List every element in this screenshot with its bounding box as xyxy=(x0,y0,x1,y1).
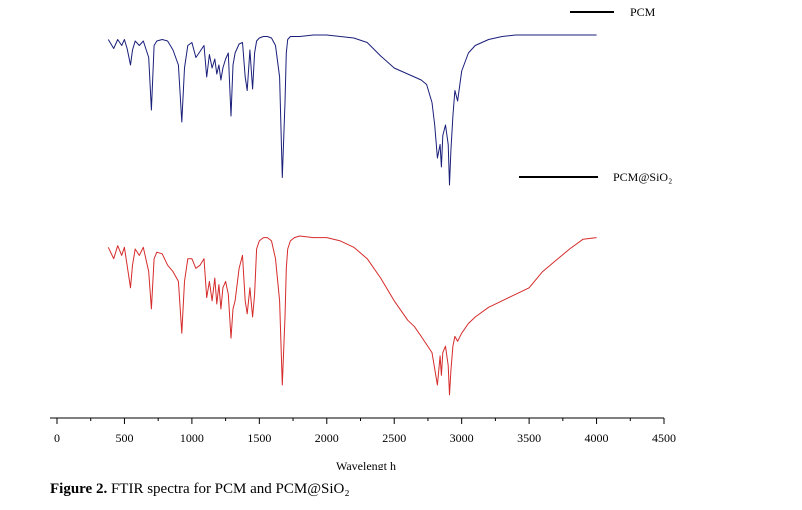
x-tick-label: 1000 xyxy=(180,431,204,445)
legend-label-2: PCM@SiO₂ xyxy=(613,170,672,184)
x-axis: 0 500 1000 1500 2000 2500 3000 3500 4000 4500 xyxy=(50,417,676,445)
x-tick-label: 2000 xyxy=(315,431,339,445)
x-tick-label: 4500 xyxy=(652,431,676,445)
x-tick-label: 0 xyxy=(54,431,60,445)
caption-text: FTIR spectra for PCM and PCM@SiO₂ xyxy=(110,481,350,497)
x-tick-label: 500 xyxy=(115,431,133,445)
x-tick-label: 3000 xyxy=(450,431,474,445)
x-tick-label: 4000 xyxy=(585,431,609,445)
x-axis-title: Wavelengt h xyxy=(336,459,396,470)
legend: PCM PCM@SiO₂ xyxy=(519,5,672,184)
figure-caption: Figure 2. FTIR spectra for PCM and PCM@S… xyxy=(50,481,350,498)
caption-label: Figure 2. xyxy=(50,481,108,497)
series-line-2 xyxy=(107,235,597,396)
legend-label-1: PCM xyxy=(630,5,656,19)
x-tick-label: 1500 xyxy=(247,431,271,445)
x-tick-label: 2500 xyxy=(382,431,406,445)
ftir-chart: PCM PCM@SiO₂ 0 500 1000 1500 2000 2500 3000 3500… xyxy=(50,5,676,470)
series-layer xyxy=(107,34,597,396)
series-line-1 xyxy=(107,34,597,186)
x-tick-label: 3500 xyxy=(517,431,541,445)
